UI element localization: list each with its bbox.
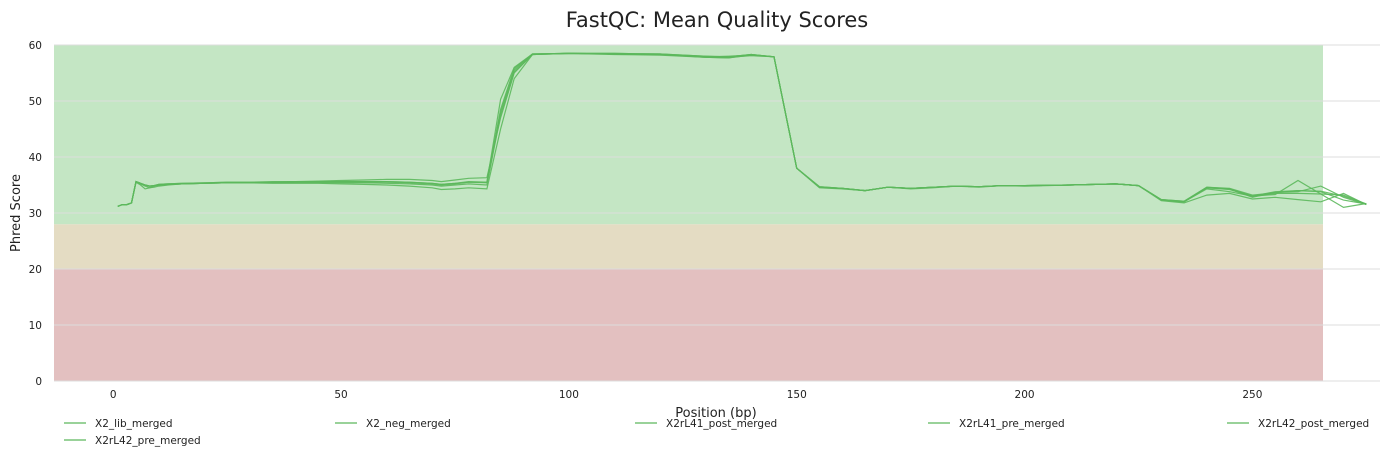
x-tick-label: 50 [334, 389, 347, 401]
quality-band-1 [54, 224, 1323, 269]
legend-label: X2rL42_post_merged [1258, 418, 1369, 430]
x-tick-label: 250 [1242, 389, 1262, 401]
y-tick-label: 10 [29, 320, 42, 332]
legend-label: X2rL41_pre_merged [959, 418, 1065, 430]
x-tick-label: 200 [1015, 389, 1035, 401]
x-tick-label: 150 [787, 389, 807, 401]
y-tick-label: 20 [29, 264, 42, 276]
y-tick-label: 50 [29, 96, 42, 108]
grid-lines [54, 44, 1380, 382]
y-axis-title: Phred Score [9, 174, 24, 252]
y-tick-label: 60 [29, 40, 42, 52]
x-axis-title: Position (bp) [675, 406, 756, 421]
x-axis-ticks: 0 50 100 150 200 250 [110, 389, 1263, 401]
legend-label: X2_neg_merged [366, 418, 451, 430]
legend-label: X2rL41_post_merged [666, 418, 777, 430]
legend: X2_lib_merged X2_neg_merged X2rL41_post_me… [64, 418, 1369, 447]
chart-title: FastQC: Mean Quality Scores [566, 8, 869, 32]
quality-band-2 [54, 45, 1323, 225]
x-tick-label: 100 [559, 389, 579, 401]
x-tick-label: 0 [110, 389, 117, 401]
series-lines [117, 52, 1367, 209]
y-tick-label: 40 [29, 152, 42, 164]
series-line-X2rL42_pre_merged [117, 52, 1367, 207]
y-axis-ticks: 0 10 20 30 40 50 60 [29, 40, 42, 388]
legend-label: X2rL42_pre_merged [95, 435, 201, 447]
y-tick-label: 0 [35, 376, 42, 388]
quality-bands [54, 45, 1323, 381]
legend-label: X2_lib_merged [95, 418, 172, 430]
y-tick-label: 30 [29, 208, 42, 220]
